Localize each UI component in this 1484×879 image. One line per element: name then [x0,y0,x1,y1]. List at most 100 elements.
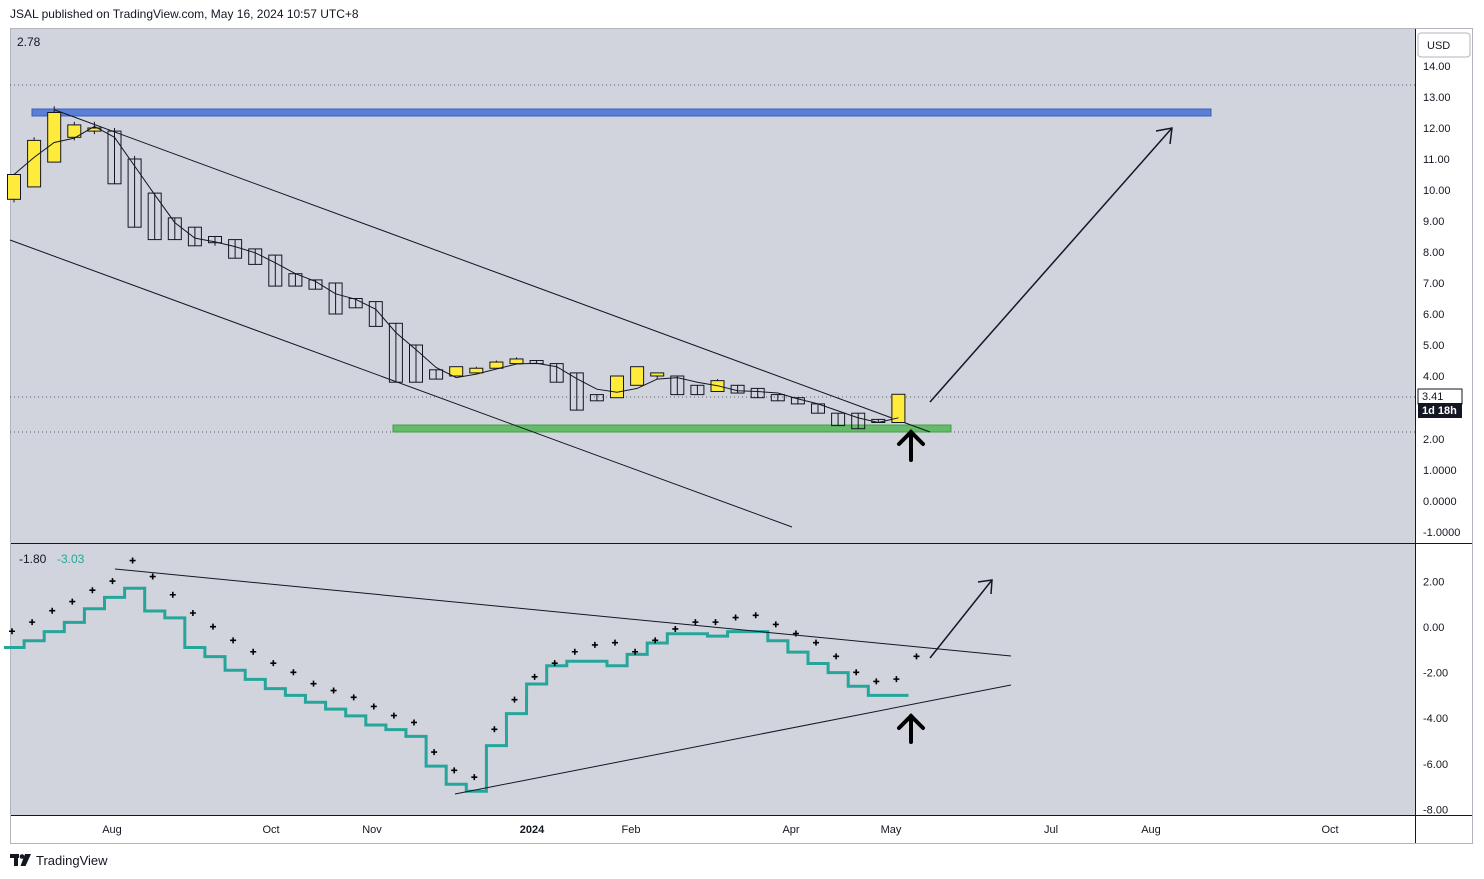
candle [589,394,604,402]
oscillator-dot [350,694,357,701]
bear-candle-body [147,192,162,241]
oscillator-dot [491,726,498,733]
indicator-tick-label: 2.00 [1423,576,1444,588]
support-zone[interactable] [392,424,952,433]
time-tick-label: 2024 [520,824,545,836]
up-arrow-icon [897,713,925,744]
oscillator-dot [29,619,36,626]
candle [650,372,665,380]
oscillator-dot [571,648,578,655]
candle [750,387,765,399]
candle [368,301,383,327]
bear-candle-body [187,226,202,247]
candle [67,121,82,141]
indicator-resistance-line[interactable] [114,568,1012,657]
moving-average-line [13,125,899,424]
bear-candle-body [831,412,846,427]
bull-candle-body [27,139,42,188]
oscillator-dot [9,628,15,635]
candle [147,192,162,241]
oscillator-dot [431,749,438,756]
oscillator-dot [612,639,618,646]
candle [409,344,423,383]
bull-candle-body [67,124,82,138]
time-tick-label: Aug [102,824,122,836]
bear-candle-body [388,322,403,383]
chart-frame [10,28,1473,844]
oscillator-dot [772,621,779,628]
bear-candle-body [770,394,785,402]
oscillator-dot [732,614,739,621]
candle [187,226,202,247]
oscillator-dot [390,712,397,719]
oscillator-dot [531,673,538,680]
time-tick-label: Jul [1044,824,1058,836]
candle [7,174,21,203]
bull-candle-body [449,366,464,377]
resistance-zone[interactable] [31,108,1212,117]
price-tick-label: 9.00 [1423,216,1444,228]
indicator-tick-label: -4.00 [1423,713,1448,725]
oscillator-dot [813,639,819,646]
countdown-value: 1d 18h [1422,405,1457,417]
oscillator-dot [109,578,116,585]
bear-candle-body [368,301,383,327]
oscillator-dot [230,637,237,644]
oscillator-dot [652,637,659,644]
bull-candle-body [47,112,62,163]
bear-candle-body [589,394,604,402]
candle [851,412,866,430]
price-tick-label: 11.00 [1423,154,1450,166]
price-tick-label: 6.00 [1423,309,1444,321]
candles-group [7,106,906,430]
oscillator-dot [672,625,679,632]
countdown-tag [1418,403,1462,418]
price-scale [1415,28,1473,543]
oscillator-dot [632,648,639,655]
oscillator-dot [129,557,136,564]
bear-candle-body [429,369,444,380]
currency-label: USD [1427,40,1450,52]
candle [690,384,705,396]
time-tick-label: Nov [362,824,382,836]
oscillator-dot [833,653,840,660]
time-tick-label: May [881,824,902,836]
upper-trendline[interactable] [54,109,931,433]
indicator-value-2: -3.03 [57,552,85,566]
oscillator-dot [169,591,176,598]
indicator-support-line[interactable] [454,684,1012,795]
oscillator-dots [9,557,920,781]
indicator-tick-label: 0.00 [1423,622,1444,634]
indicator-arrow-line[interactable] [929,579,993,659]
price-tick-label: 0.0000 [1423,496,1457,508]
price-pane-background [10,28,1415,543]
oscillator-dot [290,669,297,676]
lower-trendline[interactable] [9,239,793,528]
oscillator-dot [370,703,377,710]
up-arrow-icon [897,429,925,462]
oscillator-dot [149,573,156,580]
bear-candle-body [107,130,122,185]
indicator-tick-label: -6.00 [1423,759,1448,771]
bear-candle-body [268,254,283,287]
bear-candle-body [167,217,182,241]
bull-candle-body [891,393,906,424]
target-arrow-line[interactable] [929,127,1173,403]
bull-candle-body [610,375,624,399]
oscillator-dot [591,641,598,648]
oscillator-dot [511,696,518,703]
candle [47,106,62,163]
oscillator-dot [411,719,417,726]
oscillator-dot [471,774,478,781]
currency-button[interactable] [1417,32,1471,58]
candle [469,366,484,374]
last-price-value: 3.41 [1422,391,1443,403]
candle [27,137,42,188]
bear-candle-body [569,372,584,411]
bear-candle-body [208,236,222,244]
candle [127,155,142,228]
oscillator-dot [69,598,76,605]
oscillator-dot [451,767,458,774]
time-axis-ticks: Aug Oct Nov 2024 Feb Apr May Jul Aug Oct [102,824,1338,836]
